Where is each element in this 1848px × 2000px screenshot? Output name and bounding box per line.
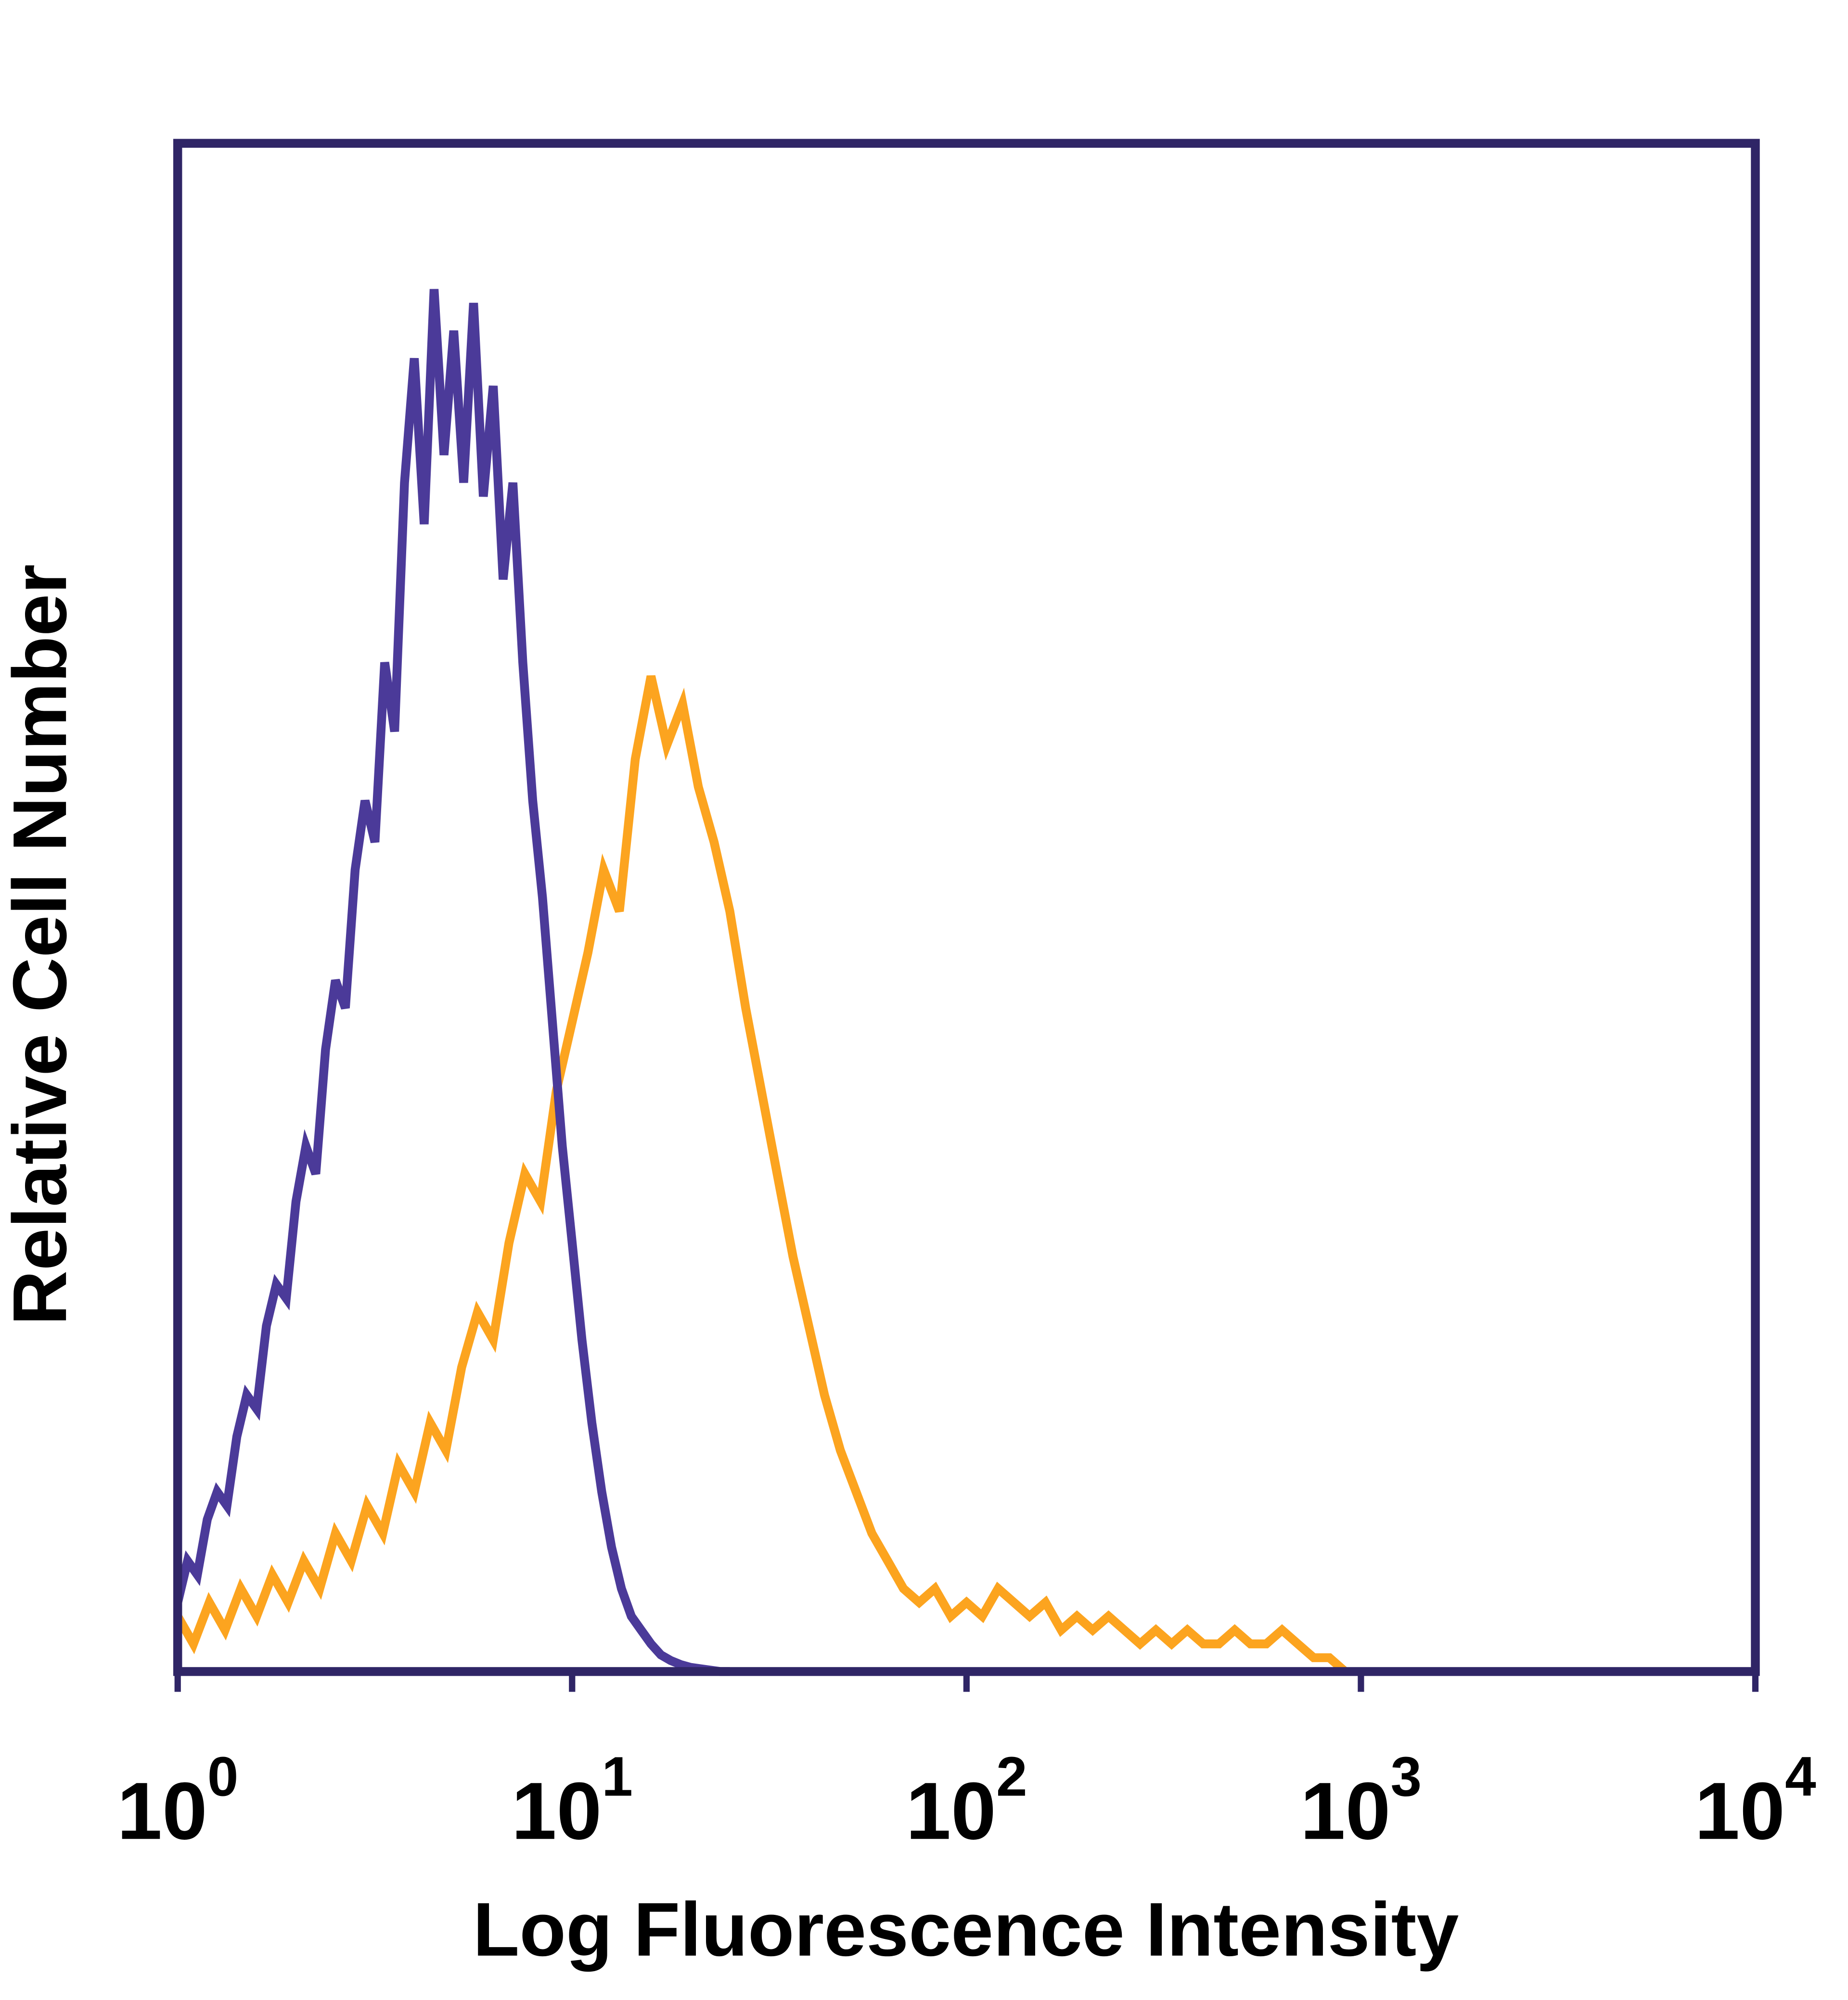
x-tick-label-10^4: 104	[1694, 1745, 1816, 1857]
x-tick-label-10^3: 103	[1300, 1745, 1422, 1857]
y-axis-label: Relative Cell Number	[0, 564, 82, 1326]
x-axis-ticks	[174, 1671, 1759, 1692]
series-orange-trace	[174, 675, 1348, 1675]
x-axis-label: Log Fluorescence Intensity	[473, 1887, 1459, 1972]
x-axis-tick-labels: 100 101 102 103 104	[117, 1745, 1816, 1857]
series-layer	[173, 289, 1348, 1676]
x-tick-label-10^0: 100	[117, 1745, 238, 1857]
x-tick-label-10^1: 101	[512, 1745, 633, 1857]
series-purple-trace	[173, 289, 730, 1676]
x-tick-label-10^2: 102	[906, 1745, 1027, 1857]
